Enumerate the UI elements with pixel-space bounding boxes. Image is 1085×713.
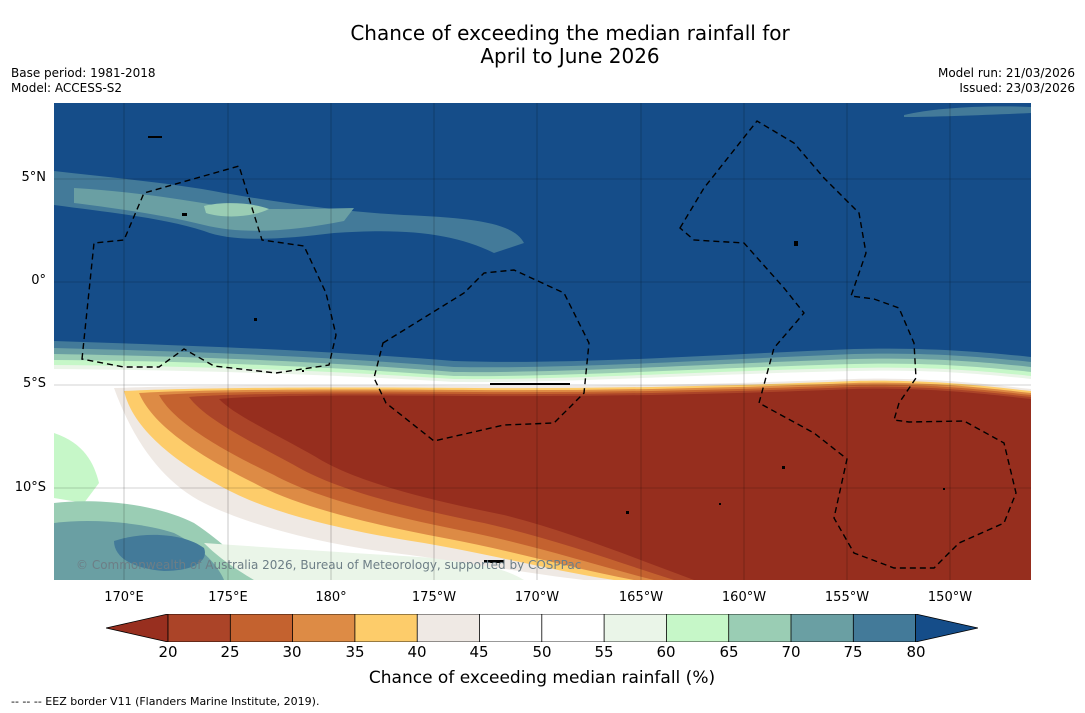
colorbar-segment-40-45 <box>417 614 480 642</box>
island-1 <box>148 136 162 138</box>
north-green-spot <box>204 203 269 217</box>
lon-label-170w: 170°W <box>514 590 560 605</box>
title-line-2: April to June 2026 <box>480 44 660 68</box>
issued-date: Issued: 23/03/2026 <box>959 81 1075 95</box>
meta-left: Base period: 1981-2018 Model: ACCESS-S2 <box>11 66 156 96</box>
rainfall-map: © Commonwealth of Australia 2026, Bureau… <box>54 103 1031 580</box>
lon-label-165w: 165°W <box>618 590 664 605</box>
colorbar-segment-70-75 <box>791 614 854 642</box>
credit-text: © Commonwealth of Australia 2026, Bureau… <box>76 558 582 572</box>
model-name: Model: ACCESS-S2 <box>11 81 123 95</box>
model-run: Model run: 21/03/2026 <box>937 66 1075 80</box>
island-7 <box>302 370 304 372</box>
islands <box>148 136 945 563</box>
south-green-strip <box>204 543 524 580</box>
northeast-strip <box>904 106 1031 117</box>
colorbar-tick: 25 <box>220 643 240 661</box>
lat-label-0: 0° <box>31 273 46 288</box>
colorbar-tick: 35 <box>345 643 365 661</box>
title-line-1: Chance of exceeding the median rainfall … <box>350 21 790 45</box>
island-10 <box>626 511 629 514</box>
colorbar-tick: 65 <box>719 643 739 661</box>
island-11 <box>943 488 945 490</box>
colorbar-segment-35-40 <box>354 614 418 642</box>
lon-label-175e: 175°E <box>208 590 248 605</box>
colorbar-segment-50-55 <box>541 614 605 642</box>
map-title: Chance of exceeding the median rainfall … <box>0 22 1085 68</box>
island-4 <box>490 383 570 385</box>
colorbar-tick: 30 <box>282 643 302 661</box>
colorbar-segment-65-70 <box>728 614 791 642</box>
colorbar-tick: 20 <box>158 643 178 661</box>
southwest-light-green <box>54 433 99 503</box>
eez-kiribati-line <box>679 120 1017 569</box>
meta-right: Model run: 21/03/2026 Issued: 23/03/2026 <box>938 66 1075 96</box>
island-3 <box>254 318 257 321</box>
colorbar-segment-30-35 <box>292 614 355 642</box>
colorbar-tick: 55 <box>594 643 614 661</box>
eez-borders <box>81 120 1017 569</box>
eez-legend-footer: -- -- -- EEZ border V11 (Flanders Marine… <box>11 695 320 708</box>
base-period: Base period: 1981-2018 <box>11 66 156 80</box>
colorbar-tick: 70 <box>781 643 801 661</box>
lon-label-155w: 155°W <box>824 590 870 605</box>
graticule <box>54 103 1031 580</box>
colorbar-segment-25-30 <box>230 614 293 642</box>
colorbar-tick: 75 <box>843 643 863 661</box>
lon-label-170e: 170°E <box>104 590 144 605</box>
colorbar-label: Chance of exceeding median rainfall (%) <box>368 668 716 688</box>
island-8 <box>719 503 721 505</box>
island-9 <box>782 466 785 469</box>
eez-kiribati-gilbert <box>81 165 337 374</box>
eez-kiribati-phoenix <box>373 269 590 442</box>
colorbar-segment-below-20 <box>105 613 169 643</box>
colorbar-segment-55-60 <box>604 614 667 642</box>
colorbar-segment-20-25 <box>168 614 231 642</box>
colorbar-tick: 60 <box>656 643 676 661</box>
lat-label-10s: 10°S <box>14 480 46 495</box>
colorbar-segment-above-80 <box>915 613 979 643</box>
colorbar-tick: 45 <box>469 643 489 661</box>
lon-label-160w: 160°W <box>721 590 767 605</box>
colorbar-segment-75-80 <box>853 614 916 642</box>
colorbar-segment-45-50 <box>479 614 542 642</box>
island-5 <box>794 241 798 246</box>
band-20 <box>219 388 1031 580</box>
lon-label-180: 180° <box>315 590 347 605</box>
colorbar <box>105 613 979 646</box>
lon-label-150w: 150°W <box>927 590 973 605</box>
southwest-blue-patch <box>114 534 205 571</box>
lat-label-5n: 5°N <box>21 170 47 185</box>
colorbar-tick: 80 <box>906 643 926 661</box>
colorbar-tick: 50 <box>532 643 552 661</box>
colorbar-tick: 40 <box>407 643 427 661</box>
lon-label-175w: 175°W <box>411 590 457 605</box>
lat-label-5s: 5°S <box>22 376 46 391</box>
island-2 <box>182 213 187 216</box>
colorbar-segment-60-65 <box>666 614 729 642</box>
island-6 <box>484 560 504 563</box>
